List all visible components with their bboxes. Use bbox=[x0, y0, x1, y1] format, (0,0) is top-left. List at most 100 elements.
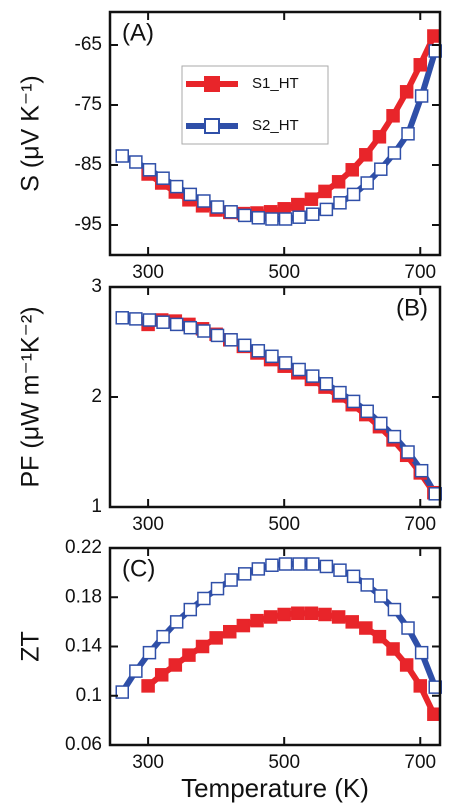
marker bbox=[169, 317, 184, 332]
marker bbox=[209, 631, 223, 645]
marker bbox=[168, 658, 183, 672]
marker bbox=[237, 338, 252, 353]
marker bbox=[250, 613, 264, 628]
legend: S1_HT S2_HT bbox=[181, 65, 329, 145]
marker bbox=[399, 85, 414, 99]
marker bbox=[182, 648, 196, 662]
marker bbox=[265, 212, 279, 226]
marker bbox=[224, 205, 238, 219]
y-tick-label: 0.14 bbox=[65, 636, 102, 657]
marker bbox=[251, 211, 266, 225]
marker bbox=[427, 707, 441, 721]
marker bbox=[223, 624, 237, 639]
series-line bbox=[147, 317, 437, 495]
marker bbox=[414, 89, 429, 103]
marker bbox=[277, 607, 291, 622]
marker bbox=[237, 567, 252, 581]
y-tick-label: -85 bbox=[75, 154, 102, 175]
marker bbox=[333, 196, 347, 210]
marker bbox=[197, 591, 211, 606]
marker bbox=[413, 58, 428, 72]
marker bbox=[169, 615, 184, 629]
series-line bbox=[146, 34, 437, 217]
marker bbox=[292, 362, 306, 377]
marker bbox=[360, 176, 374, 190]
marker bbox=[156, 629, 170, 644]
marker bbox=[291, 606, 305, 621]
marker bbox=[237, 208, 252, 223]
y-tick-label: 3 bbox=[91, 276, 102, 297]
marker bbox=[278, 356, 293, 370]
marker bbox=[318, 607, 332, 622]
marker bbox=[345, 163, 359, 177]
marker bbox=[333, 385, 347, 400]
marker bbox=[387, 602, 402, 617]
marker bbox=[210, 581, 225, 596]
marker bbox=[387, 429, 402, 444]
marker bbox=[142, 645, 157, 660]
marker bbox=[183, 320, 198, 335]
marker bbox=[359, 621, 373, 635]
marker bbox=[156, 171, 170, 185]
y-tick-label: 0.1 bbox=[76, 685, 102, 706]
marker bbox=[306, 369, 320, 383]
y-tick-label: 0.06 bbox=[65, 734, 102, 755]
marker bbox=[197, 194, 211, 208]
marker bbox=[251, 344, 266, 358]
marker bbox=[224, 333, 238, 347]
y-axis-label: PF (μW m⁻¹K⁻²) bbox=[17, 306, 45, 487]
marker bbox=[319, 202, 334, 217]
marker bbox=[360, 404, 374, 419]
marker bbox=[278, 212, 293, 226]
marker bbox=[413, 679, 428, 693]
series-line bbox=[146, 610, 437, 716]
marker bbox=[372, 130, 387, 144]
marker bbox=[346, 569, 361, 584]
marker bbox=[115, 311, 129, 325]
marker bbox=[224, 573, 238, 587]
x-tick-label: 500 bbox=[268, 262, 300, 283]
marker bbox=[197, 324, 211, 338]
marker bbox=[169, 179, 184, 194]
marker bbox=[414, 463, 429, 478]
marker bbox=[236, 618, 251, 633]
plot-frame bbox=[108, 10, 442, 257]
x-tick-label: 300 bbox=[132, 752, 164, 773]
marker bbox=[129, 312, 143, 326]
y-tick-label: 0.18 bbox=[65, 586, 102, 607]
y-tick-label: -65 bbox=[75, 34, 102, 55]
marker bbox=[304, 192, 319, 206]
marker bbox=[263, 610, 278, 624]
legend-label: S1_HT bbox=[252, 75, 299, 92]
marker bbox=[265, 558, 279, 572]
panel-label: (B) bbox=[396, 294, 428, 321]
marker bbox=[318, 184, 332, 199]
y-tick-label: 0.22 bbox=[65, 537, 102, 558]
marker bbox=[414, 645, 429, 660]
x-tick-label: 500 bbox=[268, 514, 300, 535]
y-axis-label: ZT bbox=[17, 631, 45, 662]
marker bbox=[129, 664, 143, 678]
marker bbox=[292, 557, 306, 571]
marker bbox=[115, 685, 129, 699]
marker bbox=[292, 210, 306, 224]
marker bbox=[195, 639, 210, 654]
y-tick-label: 2 bbox=[91, 386, 102, 407]
x-tick-label: 300 bbox=[132, 262, 164, 283]
marker bbox=[401, 445, 415, 459]
marker bbox=[141, 679, 155, 693]
marker bbox=[345, 615, 359, 629]
marker bbox=[386, 642, 400, 656]
marker bbox=[154, 668, 169, 682]
series-line bbox=[122, 314, 438, 496]
marker bbox=[319, 377, 334, 391]
x-tick-label: 300 bbox=[132, 514, 164, 535]
y-tick-label: -75 bbox=[75, 94, 102, 115]
marker bbox=[265, 349, 279, 364]
marker bbox=[319, 559, 334, 574]
panel-label: (C) bbox=[122, 555, 155, 582]
legend-label: S2_HT bbox=[252, 117, 299, 134]
y-axis-label: S (μV K⁻¹) bbox=[17, 75, 45, 192]
